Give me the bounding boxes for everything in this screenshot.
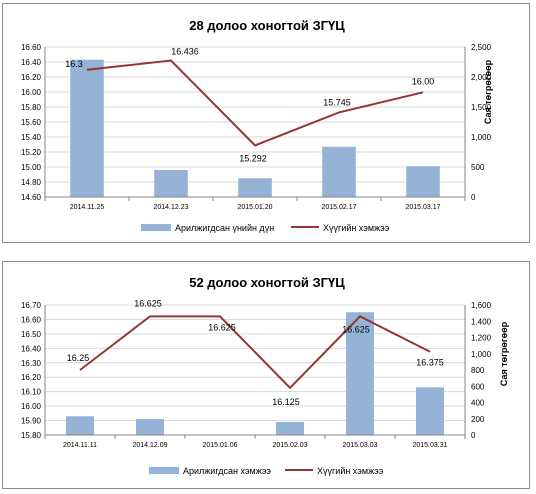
- y-left-tick-label: 16.60: [21, 315, 42, 324]
- y-left-tick-label: 15.80: [21, 431, 42, 440]
- bar: [276, 422, 304, 435]
- y-left-tick-label: 16.50: [21, 330, 42, 339]
- x-tick-label: 2015.03.03: [342, 442, 377, 449]
- legend-label-line: Хүүгийн хэмжээ: [323, 223, 390, 233]
- y-left-tick-label: 15.80: [21, 103, 42, 112]
- data-label: 16.625: [342, 324, 370, 334]
- chart-panel-52-week: 52 долоо хоногтой ЗГҮЦ Сая төгрөгөөр Ари…: [2, 261, 530, 489]
- y-right-tick-label: 2,000: [471, 73, 492, 82]
- legend-label-bars: Арилжигдсан хэмжээ: [183, 466, 271, 476]
- y-left-tick-label: 15.00: [21, 163, 42, 172]
- x-tick-label: 2014.11.11: [63, 442, 97, 449]
- y-left-tick-label: 16.00: [21, 402, 42, 411]
- x-tick-label: 2015.02.17: [321, 204, 356, 211]
- y-right-tick-label: 800: [471, 366, 485, 375]
- y-right-tick-label: 1,500: [471, 103, 492, 112]
- chart-title: 28 долоо хоногтой ЗГҮЦ: [189, 18, 345, 33]
- y-left-tick-label: 16.20: [21, 373, 42, 382]
- y-right-tick-label: 0: [471, 193, 476, 202]
- bar: [66, 416, 94, 435]
- bar: [70, 59, 104, 197]
- y-right-tick-label: 600: [471, 382, 485, 391]
- data-label: 16.00: [412, 76, 435, 86]
- y-right-tick-label: 1,000: [471, 133, 492, 142]
- y-left-tick-label: 16.40: [21, 58, 42, 67]
- x-tick-label: 2015.02.03: [272, 442, 307, 449]
- series-line: [79, 315, 431, 390]
- y-left-tick-label: 16.00: [21, 88, 42, 97]
- x-tick-label: 2014.12.09: [132, 442, 167, 449]
- data-label: 15.292: [239, 153, 267, 163]
- x-tick-label: 2015.01.20: [237, 204, 272, 211]
- chart-svg: 28 долоо хоногтой ЗГҮЦ Сая төгрөгөөр Ари…: [21, 18, 493, 233]
- y-left-tick-label: 16.40: [21, 344, 42, 353]
- y-left-tick-label: 16.20: [21, 73, 42, 82]
- y-left-tick-label: 16.60: [21, 43, 42, 52]
- y-left-tick-label: 16.30: [21, 359, 42, 368]
- y-left-tick-label: 15.40: [21, 133, 42, 142]
- y-left-tick-label: 14.60: [21, 193, 42, 202]
- data-label: 16.25: [67, 353, 90, 363]
- legend-label-bars: Арилжигдсан үнийн дүн: [175, 223, 274, 233]
- y-left-tick-label: 16.70: [21, 301, 42, 310]
- series-line: [86, 59, 424, 147]
- data-label: 15.745: [323, 97, 351, 107]
- data-label: 16.3: [65, 59, 83, 69]
- bar: [136, 419, 164, 435]
- y-right-tick-label: 1,200: [471, 334, 492, 343]
- y-left-tick-label: 15.90: [21, 417, 42, 426]
- right-axis-label: Сая төгрөгөөр: [483, 59, 493, 124]
- chart-panel-28-week: 28 долоо хоногтой ЗГҮЦ Сая төгрөгөөр Ари…: [2, 3, 530, 243]
- y-right-tick-label: 500: [471, 163, 485, 172]
- y-right-tick-label: 400: [471, 399, 485, 408]
- y-right-tick-label: 0: [471, 431, 476, 440]
- data-label: 16.436: [171, 47, 199, 57]
- bar: [238, 178, 272, 197]
- y-right-tick-label: 200: [471, 415, 485, 424]
- y-right-tick-label: 2,500: [471, 43, 492, 52]
- data-label: 16.125: [272, 397, 300, 407]
- bar: [406, 166, 440, 197]
- x-tick-label: 2015.01.06: [202, 442, 237, 449]
- data-label: 16.625: [208, 322, 236, 332]
- data-label: 16.625: [134, 298, 162, 308]
- y-right-tick-label: 1,000: [471, 350, 492, 359]
- legend-swatch-bars: [149, 467, 179, 474]
- bar: [154, 170, 188, 197]
- data-label: 16.375: [416, 358, 444, 368]
- right-axis-label: Сая төгрөгөөр: [499, 321, 509, 386]
- x-tick-label: 2014.11.25: [70, 204, 105, 211]
- chart-title: 52 долоо хоногтой ЗГҮЦ: [189, 275, 345, 290]
- y-left-tick-label: 14.80: [21, 178, 42, 187]
- y-left-tick-label: 15.20: [21, 148, 42, 157]
- legend-label-line: Хүүгийн хэмжээ: [317, 466, 384, 476]
- legend-swatch-bars: [141, 224, 171, 231]
- x-tick-label: 2014.12.23: [153, 204, 188, 211]
- chart-svg: 52 долоо хоногтой ЗГҮЦ Сая төгрөгөөр Ари…: [21, 275, 509, 476]
- y-left-tick-label: 16.10: [21, 388, 42, 397]
- bar: [346, 312, 374, 435]
- y-left-tick-label: 15.60: [21, 118, 42, 127]
- y-right-tick-label: 1,600: [471, 301, 492, 310]
- x-tick-label: 2015.03.17: [405, 204, 440, 211]
- bar: [416, 387, 444, 435]
- bar: [322, 146, 356, 197]
- y-right-tick-label: 1,400: [471, 317, 492, 326]
- x-tick-label: 2015.03.31: [412, 442, 447, 449]
